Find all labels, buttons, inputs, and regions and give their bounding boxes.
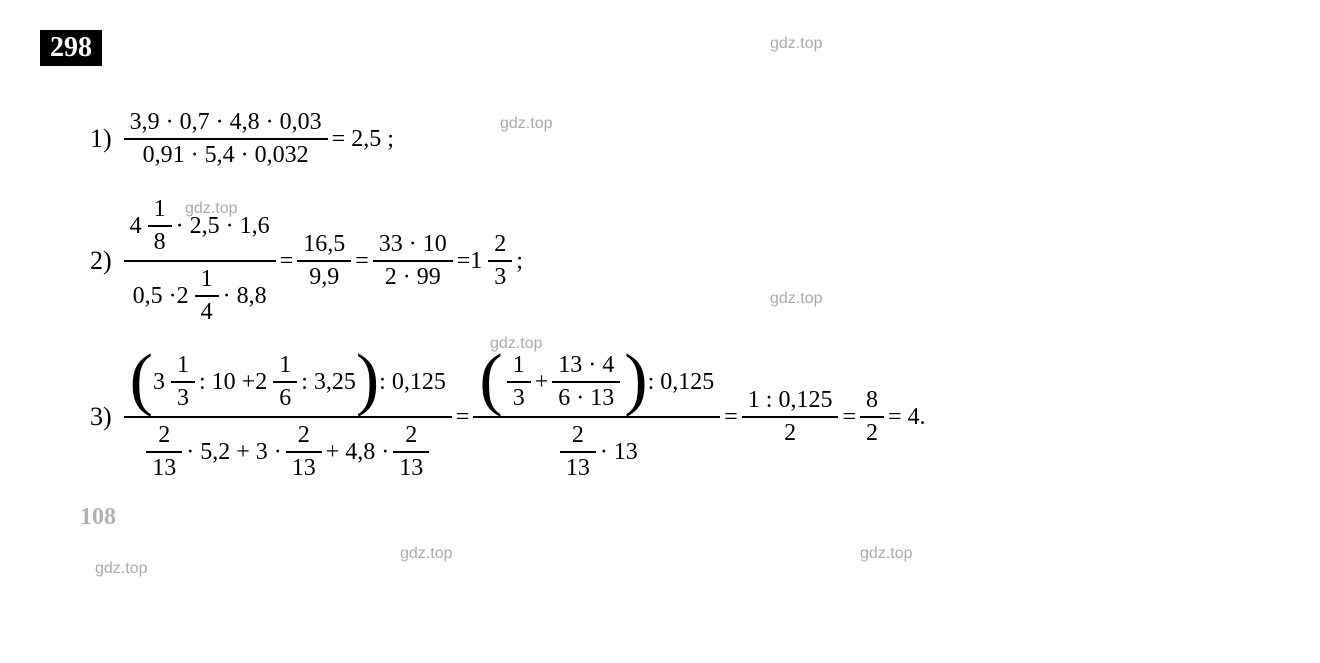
den: 3 <box>171 383 195 414</box>
suffix: · 8,8 <box>223 283 267 310</box>
den: 2 <box>778 418 802 449</box>
mixed-number: 4 1 8 <box>130 194 176 258</box>
frac-num: 1 <box>148 194 172 225</box>
fraction-3-step2: 1 : 0,125 2 <box>742 385 839 449</box>
result-1: = 2,5 ; <box>332 126 394 153</box>
item-number-2: 2) <box>90 246 112 276</box>
num: 2 <box>399 420 423 451</box>
frac-num: 1 <box>195 264 219 295</box>
result-mixed: 1 2 3 <box>470 229 516 293</box>
num: 1 <box>171 350 195 381</box>
op: + 4,8 · <box>326 439 390 466</box>
result: = 4. <box>888 404 926 431</box>
num: 16,5 <box>297 229 351 260</box>
den: 2 <box>860 418 884 449</box>
numerator: ( 1 3 + 13 · 4 6 · 13 ) : 0,125 <box>473 348 720 416</box>
fraction-2-step2: 33 · 10 2 · 99 <box>373 229 453 293</box>
num: 8 <box>860 385 884 416</box>
frac-den: 3 <box>488 262 512 293</box>
equals: = <box>456 404 470 431</box>
watermark: gdz.top <box>185 200 237 218</box>
frac-den: 8 <box>148 227 172 258</box>
equals: = <box>724 404 738 431</box>
mixed-number: 2 1 6 <box>255 350 301 414</box>
equals: = <box>355 248 369 275</box>
num: 1 : 0,125 <box>742 385 839 416</box>
den: 3 <box>507 383 531 414</box>
item-number-1: 1) <box>90 124 112 154</box>
watermark: gdz.top <box>770 35 822 53</box>
den: 2 · 99 <box>379 262 447 293</box>
watermark: gdz.top <box>490 335 542 353</box>
num: 13 · 4 <box>552 350 620 381</box>
fraction-2-step1: 16,5 9,9 <box>297 229 351 293</box>
semicolon: ; <box>516 248 523 275</box>
equation-1: 1) 3,9 · 0,7 · 4,8 · 0,03 0,91 · 5,4 · 0… <box>90 104 1280 174</box>
mixed-number: 2 1 4 <box>177 264 223 328</box>
watermark: gdz.top <box>500 115 552 133</box>
watermark: gdz.top <box>400 545 452 563</box>
equals: = <box>457 248 471 275</box>
op: : 3,25 <box>301 369 356 396</box>
item-number-3: 3) <box>90 402 112 432</box>
den: 9,9 <box>303 262 345 293</box>
den: 13 <box>286 453 322 484</box>
whole-part: 2 <box>177 283 189 310</box>
whole-part: 4 <box>130 213 142 240</box>
problem-number: 298 <box>40 30 102 66</box>
den: 13 <box>560 453 596 484</box>
num: 2 <box>292 420 316 451</box>
num: 33 · 10 <box>373 229 453 260</box>
num: 2 <box>566 420 590 451</box>
frac-den: 4 <box>195 297 219 328</box>
fraction-3-step1: ( 1 3 + 13 · 4 6 · 13 ) : 0,125 2 13 · 1 <box>473 348 720 486</box>
page-number-bottom: 108 <box>80 504 1280 531</box>
fraction-3-step3: 8 2 <box>860 385 884 449</box>
num: 1 <box>507 350 531 381</box>
prefix: 0,5 · <box>133 283 177 310</box>
whole: 2 <box>255 369 267 396</box>
numerator: 3,9 · 0,7 · 4,8 · 0,03 <box>124 107 328 138</box>
fraction-3-main: ( 3 1 3 : 10 + 2 1 6 : 3,25 ) <box>124 348 452 486</box>
equation-2: 2) 4 1 8 · 2,5 · 1,6 0,5 · 2 1 4 <box>90 192 1280 330</box>
den: 6 · 13 <box>552 383 620 414</box>
watermark: gdz.top <box>95 560 147 578</box>
denominator: 0,91 · 5,4 · 0,032 <box>137 140 315 171</box>
equals: = <box>280 248 294 275</box>
plus: + <box>535 369 549 396</box>
mixed-number: 3 1 3 <box>153 350 199 414</box>
numerator: ( 3 1 3 : 10 + 2 1 6 : 3,25 ) <box>124 348 452 416</box>
frac-num: 2 <box>488 229 512 260</box>
equation-3: 3) ( 3 1 3 : 10 + 2 1 6 : 3,2 <box>90 348 1280 486</box>
whole: 3 <box>153 369 165 396</box>
op: · 13 <box>600 439 638 466</box>
op: : 0,125 <box>379 369 446 396</box>
op: : 0,125 <box>648 369 715 396</box>
equals: = <box>842 404 856 431</box>
op: · 5,2 + 3 · <box>186 439 282 466</box>
den: 13 <box>393 453 429 484</box>
den: 13 <box>146 453 182 484</box>
num: 1 <box>273 350 297 381</box>
fraction-1: 3,9 · 0,7 · 4,8 · 0,03 0,91 · 5,4 · 0,03… <box>124 107 328 171</box>
num: 2 <box>152 420 176 451</box>
op: : 10 + <box>199 369 255 396</box>
den: 6 <box>273 383 297 414</box>
denominator: 2 13 · 13 <box>550 418 644 486</box>
denominator: 2 13 · 5,2 + 3 · 2 13 + 4,8 · 2 13 <box>136 418 439 486</box>
whole-part: 1 <box>470 248 482 275</box>
watermark: gdz.top <box>860 545 912 563</box>
denominator: 0,5 · 2 1 4 · 8,8 <box>127 262 273 330</box>
watermark: gdz.top <box>770 290 822 308</box>
